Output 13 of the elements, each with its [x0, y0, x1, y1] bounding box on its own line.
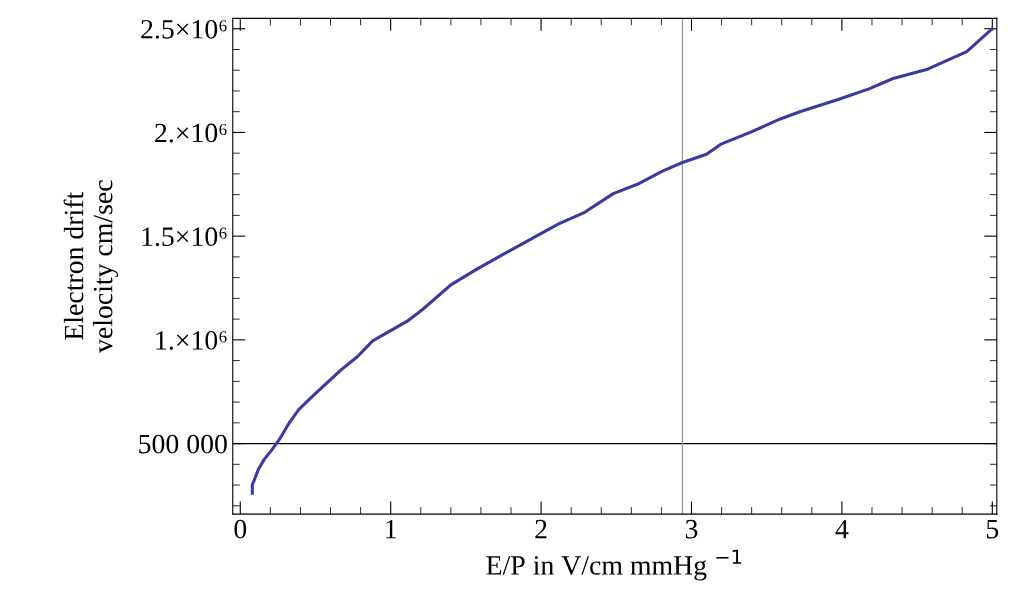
y-tick-label: 500 000	[139, 434, 227, 454]
x-tick-label: 0	[234, 519, 247, 539]
x-axis-title: E/P in V/cm mmHg $^{−1}$	[486, 549, 742, 581]
x-tick-label: 3	[685, 519, 698, 539]
x-tick-label: 5	[986, 520, 999, 539]
y-tick-label: 1.5×10⁶	[142, 227, 227, 247]
y-tick-label: 1.×10⁶	[156, 331, 227, 350]
y-tick-label: 2.5×10⁶	[141, 19, 227, 39]
x-tick-label: 2	[535, 519, 547, 539]
y-axis-title: Electron drift velocity cm/sec	[63, 180, 119, 353]
x-tick-label: 1	[386, 519, 396, 539]
x-tick-label: 4	[835, 519, 849, 539]
y-tick-label: 2.×10⁶	[155, 123, 227, 143]
